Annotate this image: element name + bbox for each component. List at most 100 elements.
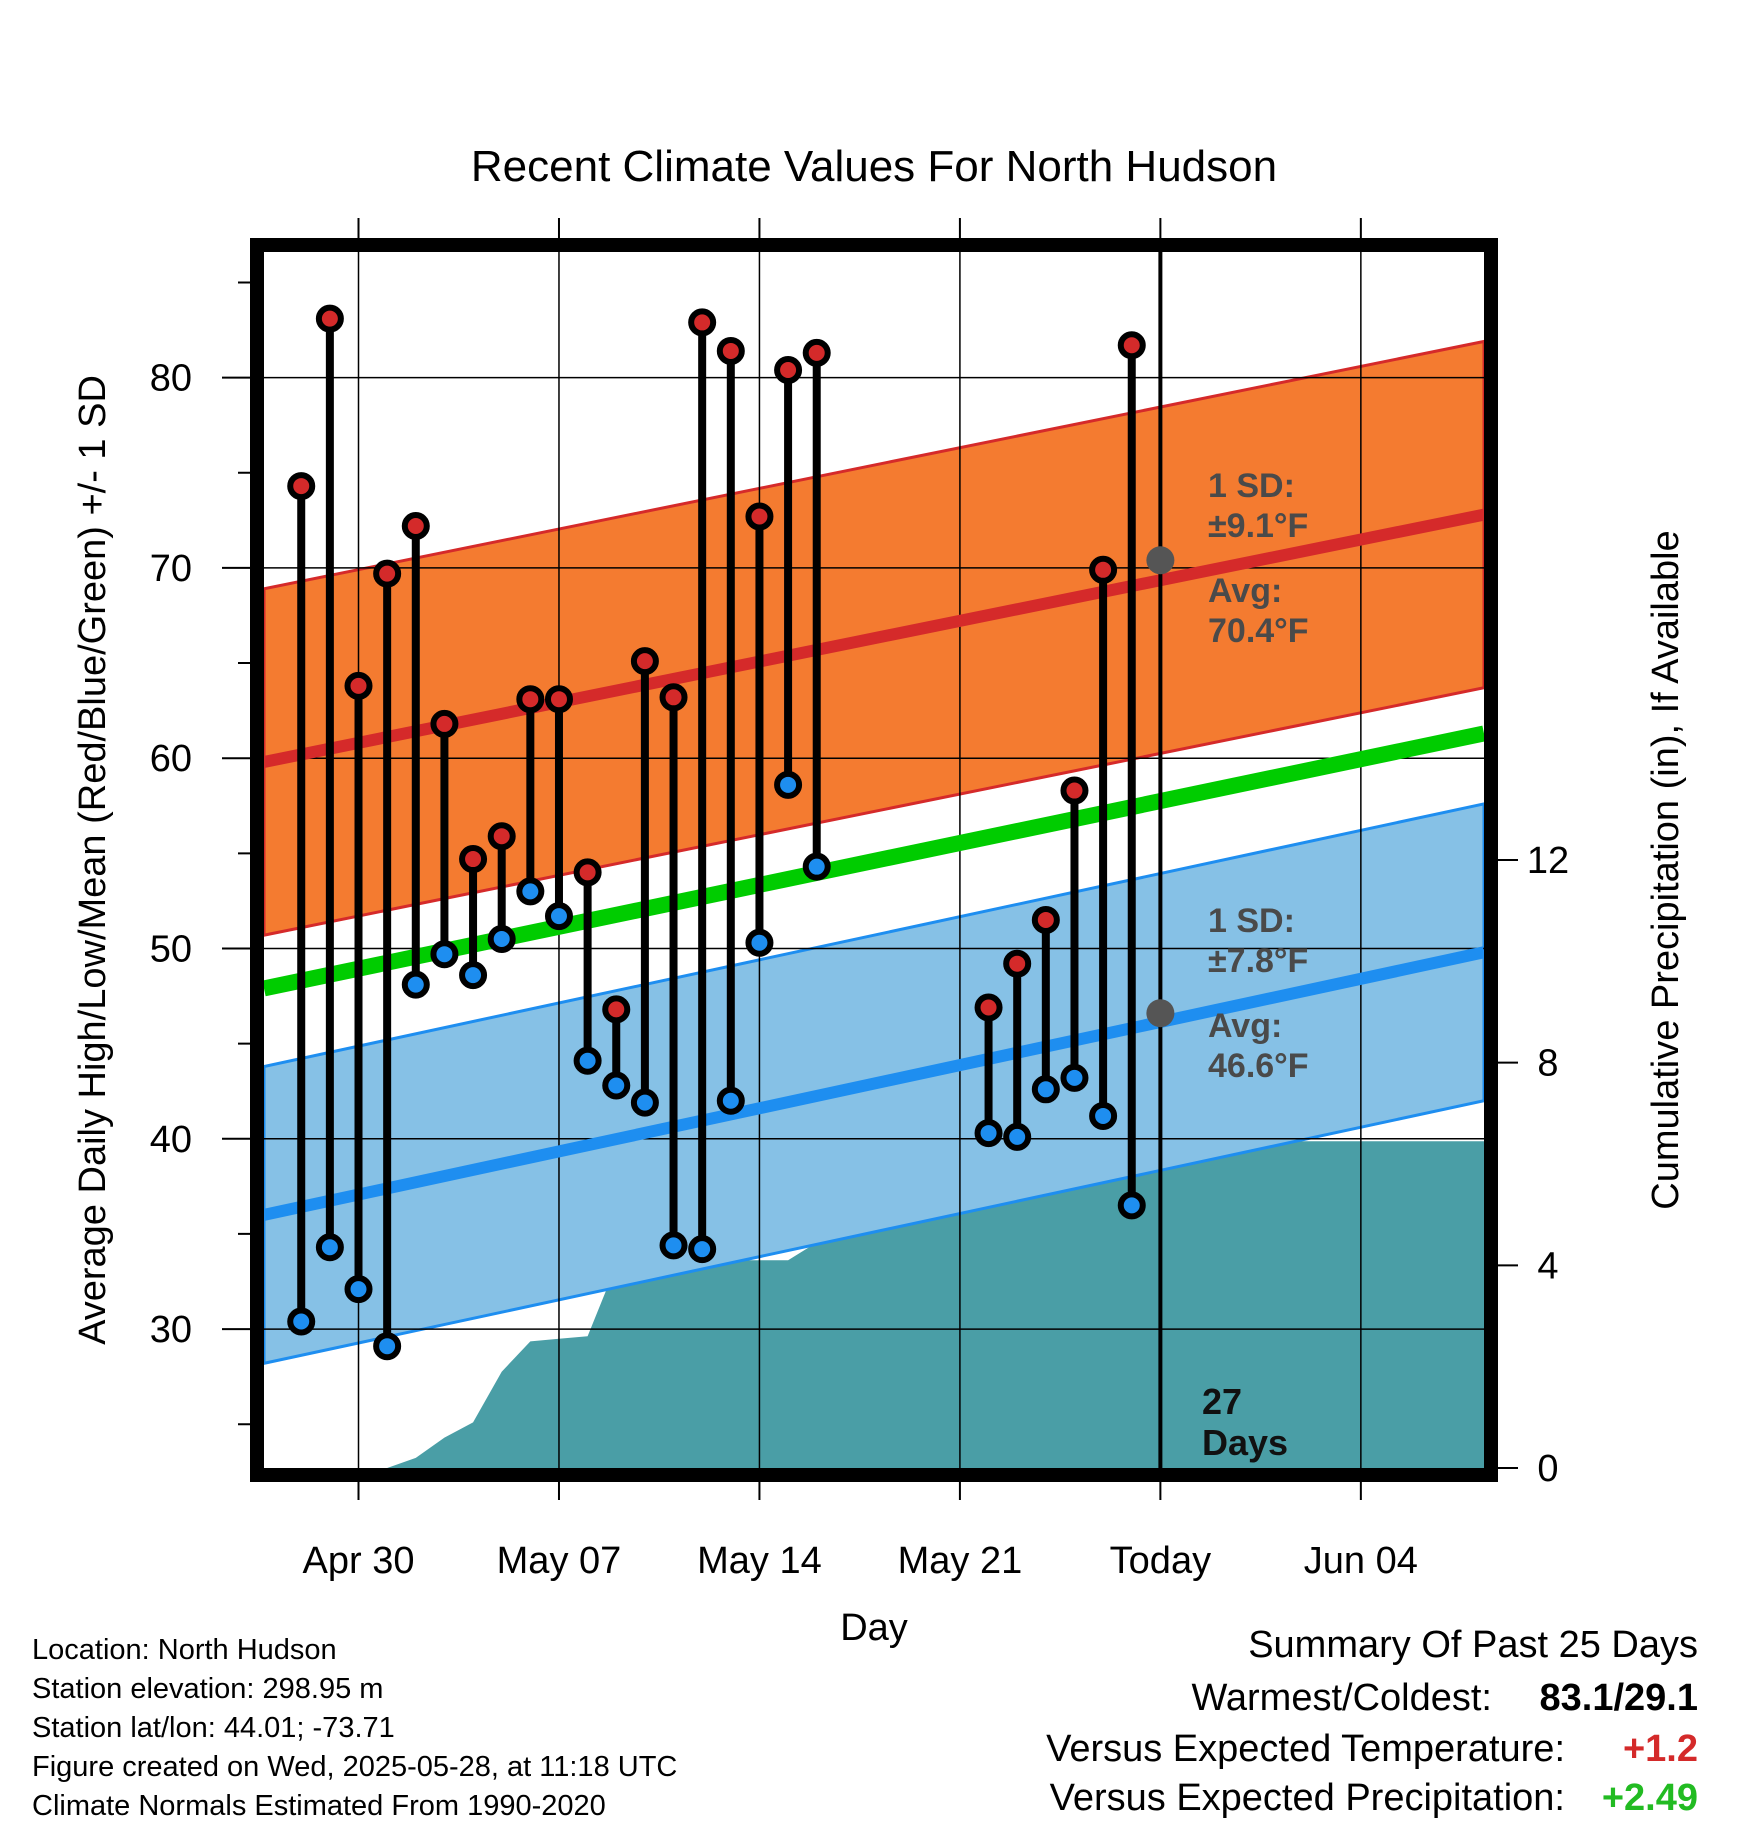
summary-box: Summary Of Past 25 Days Warmest/Coldest:…	[1046, 1624, 1698, 1819]
low-avg-value: 46.6°F	[1208, 1047, 1309, 1085]
daily-low-point	[315, 1233, 344, 1262]
summary-warmest-value: 83.1/29.1	[1540, 1677, 1698, 1719]
daily-high-point	[1060, 776, 1089, 805]
y-tick-label: 40	[150, 1119, 192, 1161]
y-tick-label: 60	[150, 738, 192, 780]
daily-low-point	[602, 1071, 631, 1100]
daily-low-point	[287, 1307, 316, 1336]
daily-high-point	[401, 512, 430, 541]
daily-low-point	[516, 877, 545, 906]
mean-normal-line	[264, 725, 1484, 997]
daily-high-point	[487, 822, 516, 851]
footer-elevation: Station elevation: 298.95 m	[32, 1673, 383, 1705]
daily-low-point	[430, 940, 459, 969]
daily-high-point	[1117, 331, 1146, 360]
daily-high-point	[688, 308, 717, 337]
daily-low-point	[487, 924, 516, 953]
y2-axis-tick-labels: 0 4 8 12	[1527, 840, 1569, 1490]
daily-high-point	[716, 336, 745, 365]
daily-temperature-bars	[287, 304, 1146, 1361]
daily-high-point	[659, 683, 688, 712]
y2-tick-label: 0	[1537, 1448, 1558, 1490]
summary-temp-label: Versus Expected Temperature:	[1046, 1728, 1565, 1770]
daily-low-point	[373, 1332, 402, 1361]
daily-low-point	[1003, 1122, 1032, 1151]
high-sd-label: 1 SD:	[1208, 467, 1295, 505]
plot-area	[264, 252, 1484, 1468]
daily-low-point	[1089, 1101, 1118, 1130]
daily-low-point	[745, 928, 774, 957]
footer-location: Location: North Hudson	[32, 1634, 337, 1666]
daily-high-point	[373, 559, 402, 588]
daily-high-point	[745, 502, 774, 531]
y-tick-label: 80	[150, 358, 192, 400]
high-sd-value: ±9.1°F	[1208, 507, 1308, 545]
x-tick-label: Today	[1110, 1540, 1211, 1582]
daily-high-point	[802, 338, 831, 367]
station-footer: Location: North Hudson Station elevation…	[32, 1634, 677, 1822]
high-avg-value: 70.4°F	[1208, 612, 1309, 650]
x-tick-label: Jun 04	[1304, 1540, 1418, 1582]
x-tick-label: May 14	[697, 1540, 822, 1582]
daily-low-point	[573, 1046, 602, 1075]
y-tick-label: 30	[150, 1309, 192, 1351]
daily-low-point	[459, 961, 488, 990]
low-avg-marker	[1146, 999, 1175, 1028]
summary-heading: Summary Of Past 25 Days	[1248, 1624, 1698, 1666]
daily-high-point	[344, 671, 373, 700]
x-axis-tick-labels: Apr 30 May 07 May 14 May 21 Today Jun 04	[303, 1540, 1418, 1582]
daily-low-point	[544, 902, 573, 931]
x-tick-label: Apr 30	[303, 1540, 415, 1582]
daily-high-point	[287, 472, 316, 501]
y-axis-tick-labels: 30 40 50 60 70 80	[150, 358, 192, 1351]
daily-high-point	[315, 304, 344, 333]
low-sd-label: 1 SD:	[1208, 902, 1295, 940]
chart-title: Recent Climate Values For North Hudson	[471, 142, 1277, 191]
daily-low-point	[716, 1086, 745, 1115]
footer-created: Figure created on Wed, 2025-05-28, at 11…	[32, 1751, 677, 1783]
daily-high-point	[774, 355, 803, 384]
days-count-label: 27	[1202, 1381, 1242, 1422]
summary-warmest-label: Warmest/Coldest:	[1191, 1677, 1492, 1719]
y-axis-label: Average Daily High/Low/Mean (Red/Blue/Gr…	[72, 375, 114, 1345]
daily-low-point	[974, 1119, 1003, 1148]
y2-axis-label: Cumulative Precipitation (in), If Availa…	[1645, 530, 1687, 1209]
daily-high-point	[544, 685, 573, 714]
daily-high-point	[974, 993, 1003, 1022]
daily-low-point	[1117, 1191, 1146, 1220]
daily-low-point	[401, 970, 430, 999]
x-tick-label: May 21	[898, 1540, 1023, 1582]
daily-low-point	[344, 1275, 373, 1304]
daily-high-point	[1003, 949, 1032, 978]
summary-temp-value: +1.2	[1623, 1728, 1698, 1770]
y-tick-label: 70	[150, 548, 192, 590]
precipitation-area	[264, 1141, 1484, 1468]
low-sd-value: ±7.8°F	[1208, 942, 1308, 980]
daily-high-point	[1089, 555, 1118, 584]
low-normal-line	[264, 946, 1484, 1221]
daily-high-point	[459, 845, 488, 874]
low-avg-label: Avg:	[1208, 1007, 1282, 1045]
daily-high-point	[430, 709, 459, 738]
y2-tick-label: 12	[1527, 840, 1569, 882]
daily-low-point	[802, 852, 831, 881]
days-word-label: Days	[1202, 1422, 1288, 1463]
daily-low-point	[688, 1235, 717, 1264]
daily-low-point	[774, 770, 803, 799]
daily-low-point	[659, 1231, 688, 1260]
footer-latlon: Station lat/lon: 44.01; -73.71	[32, 1712, 395, 1744]
x-axis-label: Day	[840, 1607, 908, 1649]
y2-tick-label: 8	[1537, 1043, 1558, 1085]
high-avg-label: Avg:	[1208, 572, 1282, 610]
y2-tick-label: 4	[1537, 1245, 1558, 1287]
summary-precip-label: Versus Expected Precipitation:	[1050, 1777, 1565, 1819]
y-tick-label: 50	[150, 928, 192, 970]
daily-low-point	[630, 1088, 659, 1117]
daily-high-point	[602, 995, 631, 1024]
x-tick-label: May 07	[497, 1540, 622, 1582]
daily-high-point	[516, 685, 545, 714]
high-normal-line	[264, 508, 1484, 768]
high-avg-marker	[1146, 546, 1175, 575]
plot-frame	[250, 238, 1498, 1482]
